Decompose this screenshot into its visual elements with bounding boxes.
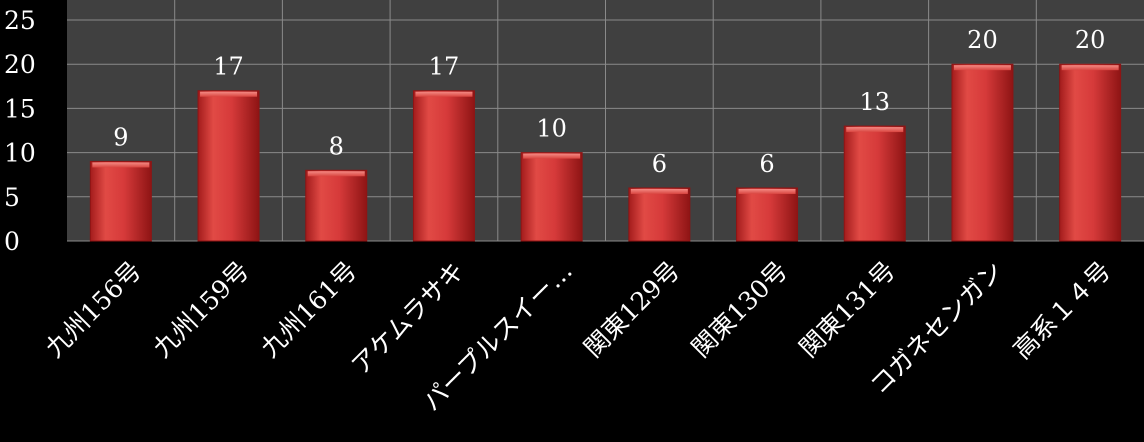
y-tick-label: 5 bbox=[4, 183, 20, 212]
data-label: 13 bbox=[859, 88, 890, 116]
bar-highlight bbox=[92, 162, 150, 168]
bars bbox=[89, 63, 1122, 242]
bar-highlight bbox=[630, 188, 688, 194]
bar-body bbox=[951, 63, 1014, 242]
bar-body bbox=[89, 160, 152, 242]
bar-body bbox=[1059, 63, 1122, 242]
bar bbox=[305, 169, 368, 242]
bar-body bbox=[305, 169, 368, 242]
bar bbox=[1059, 63, 1122, 242]
data-label: 10 bbox=[536, 115, 567, 143]
data-label: 20 bbox=[967, 26, 998, 54]
x-tick-label: 関東131号 bbox=[794, 256, 901, 363]
y-axis-tick-labels: 0 5 10 15 20 25 bbox=[4, 6, 36, 256]
y-tick-label: 20 bbox=[4, 50, 36, 79]
data-label: 6 bbox=[759, 150, 774, 178]
bar bbox=[520, 152, 583, 242]
bar-highlight bbox=[1061, 65, 1119, 71]
bar-highlight bbox=[307, 171, 365, 177]
bar-highlight bbox=[953, 65, 1011, 71]
bar bbox=[412, 90, 475, 242]
data-label: 9 bbox=[113, 123, 128, 151]
bar-body bbox=[520, 152, 583, 242]
x-tick-label: 九州156号 bbox=[40, 256, 147, 363]
bar-highlight bbox=[523, 153, 581, 159]
data-label: 20 bbox=[1075, 26, 1106, 54]
bar bbox=[89, 160, 152, 242]
x-tick-label: 高系１４号 bbox=[1007, 256, 1116, 365]
bar-highlight bbox=[846, 127, 904, 133]
data-labels: 9 17 8 17 10 6 6 13 20 20 bbox=[113, 26, 1105, 178]
x-tick-label: 九州159号 bbox=[148, 256, 255, 363]
x-tick-label: 関東129号 bbox=[578, 256, 685, 363]
bar-body bbox=[197, 90, 260, 242]
bar-body bbox=[736, 187, 799, 242]
bar-highlight bbox=[200, 91, 258, 97]
data-label: 6 bbox=[652, 150, 667, 178]
bar bbox=[197, 90, 260, 242]
y-tick-label: 25 bbox=[4, 6, 36, 35]
x-tick-label: 関東130号 bbox=[686, 256, 793, 363]
bar bbox=[843, 125, 906, 242]
bar bbox=[628, 187, 691, 242]
bar-body bbox=[843, 125, 906, 242]
data-label: 17 bbox=[429, 53, 460, 81]
bar-body bbox=[628, 187, 691, 242]
x-tick-label: 九州161号 bbox=[255, 256, 362, 363]
bar-highlight bbox=[415, 91, 473, 97]
bar bbox=[951, 63, 1014, 242]
bar-highlight bbox=[738, 188, 796, 194]
y-tick-label: 15 bbox=[4, 94, 36, 123]
bar bbox=[736, 187, 799, 242]
data-label: 17 bbox=[213, 53, 244, 81]
data-label: 8 bbox=[329, 132, 344, 160]
y-tick-label: 10 bbox=[4, 139, 36, 168]
y-tick-label: 0 bbox=[4, 227, 20, 256]
bar-body bbox=[412, 90, 475, 242]
